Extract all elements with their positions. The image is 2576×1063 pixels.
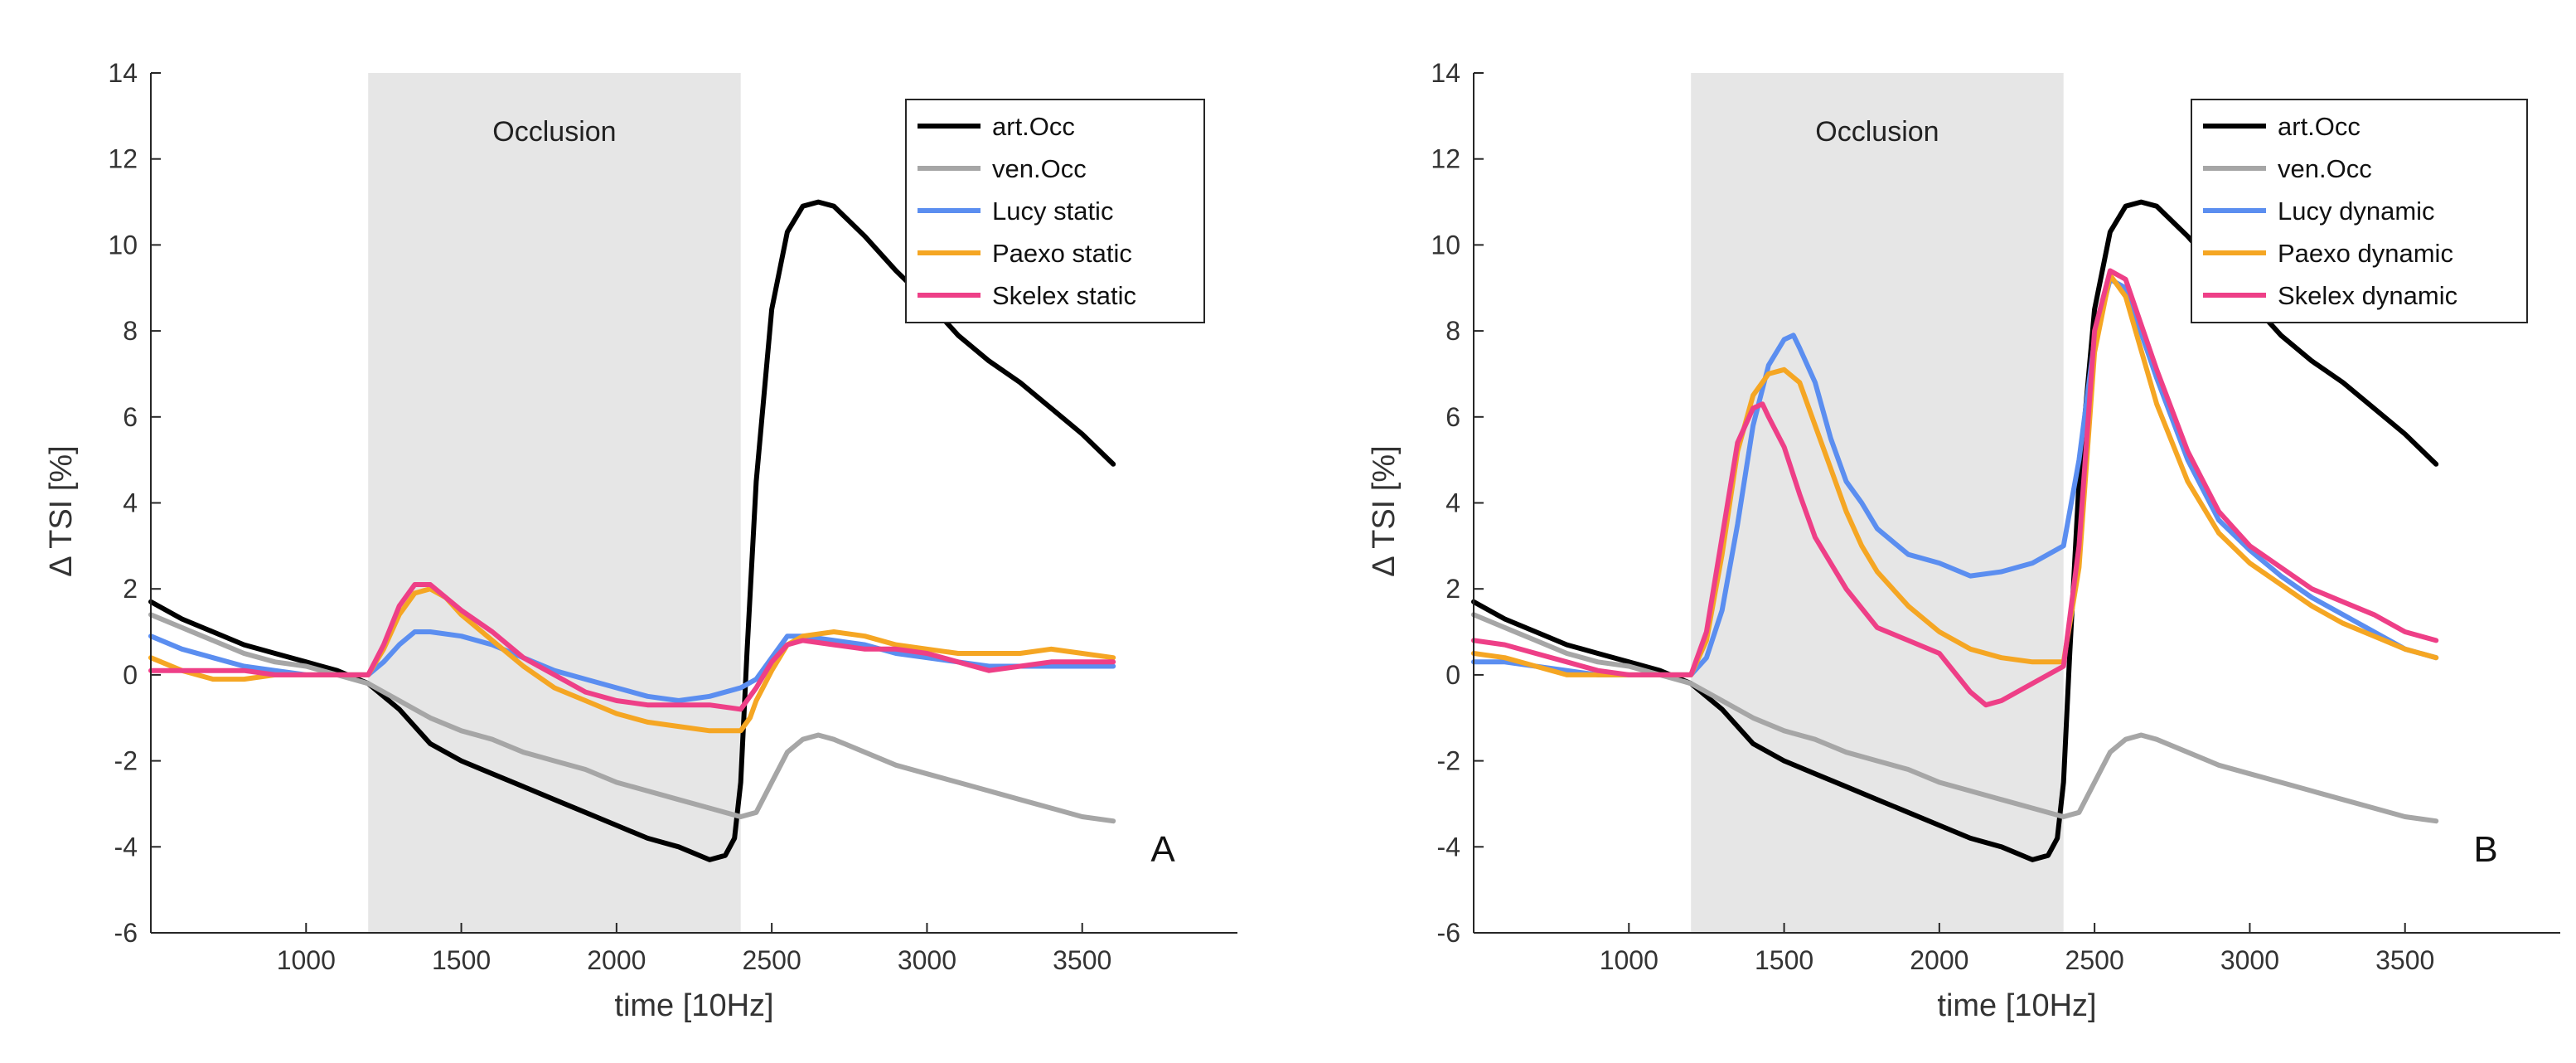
legend-entry: Paexo static — [992, 239, 1132, 268]
y-tick-label: 12 — [1431, 144, 1460, 174]
y-tick-label: -2 — [114, 746, 138, 776]
legend-entry: Skelex static — [992, 281, 1136, 310]
y-tick-label: 2 — [123, 574, 138, 604]
y-tick-label: 6 — [1445, 402, 1460, 432]
y-tick-label: 10 — [108, 230, 138, 260]
x-tick-label: 1500 — [432, 945, 491, 975]
y-axis-ticks: -6 -4 -2 0 2 4 6 8 10 12 14 — [108, 58, 161, 948]
series-line-skelex-dynamic — [1471, 268, 2439, 708]
legend-entry: art.Occ — [992, 112, 1075, 141]
y-tick-label: -4 — [1437, 832, 1460, 862]
y-tick-label: 0 — [123, 660, 138, 690]
y-tick-label: 8 — [123, 316, 138, 346]
y-tick-label: 4 — [123, 488, 138, 518]
occlusion-region — [368, 73, 741, 933]
series-line-skelex-static — [148, 582, 1116, 712]
legend: art.Occ ven.Occ Lucy dynamic Paexo dynamic S… — [2191, 99, 2528, 323]
y-axis-ticks: -6 -4 -2 0 2 4 6 8 10 12 14 — [1431, 58, 1484, 948]
x-axis-label: time [10Hz] — [1937, 988, 2096, 1023]
x-tick-label: 3500 — [1053, 945, 1111, 975]
x-axis-ticks: 1000 1500 2000 2500 3000 3500 — [277, 923, 1111, 975]
panel-letter-b: B — [2473, 829, 2497, 870]
y-tick-label: -2 — [1437, 746, 1460, 776]
x-axis-label: time [10Hz] — [614, 988, 773, 1023]
x-tick-label: 1500 — [1755, 945, 1813, 975]
y-tick-label: 8 — [1445, 316, 1460, 346]
chart-panel-b: Occlusion -6 -4 -2 0 2 4 6 8 10 12 14 1000 1500 2000… — [1367, 58, 2560, 1023]
legend-entry: ven.Occ — [2278, 154, 2372, 183]
y-tick-label: 2 — [1445, 574, 1460, 604]
y-tick-label: -4 — [114, 832, 138, 862]
series-line-ven-occ — [148, 612, 1116, 824]
legend-entry: Paexo dynamic — [2278, 239, 2453, 268]
legend-entry: ven.Occ — [992, 154, 1087, 183]
x-tick-label: 3000 — [898, 945, 956, 975]
x-tick-label: 2000 — [1910, 945, 1968, 975]
y-tick-label: 14 — [108, 58, 138, 88]
y-tick-label: 14 — [1431, 58, 1460, 88]
x-axis-ticks: 1000 1500 2000 2500 3000 3500 — [1600, 923, 2434, 975]
occlusion-region — [1691, 73, 2064, 933]
y-tick-label: 6 — [123, 402, 138, 432]
y-tick-label: -6 — [1437, 918, 1460, 948]
y-tick-label: 12 — [108, 144, 138, 174]
panel-letter-a: A — [1150, 829, 1175, 870]
x-tick-label: 2500 — [743, 945, 801, 975]
series-line-ven-occ — [1471, 612, 2439, 824]
legend-entry: Lucy static — [992, 197, 1113, 226]
legend-entry: art.Occ — [2278, 112, 2361, 141]
x-tick-label: 2500 — [2065, 945, 2124, 975]
chart-panel-a: Occlusion -6 -4 -2 0 2 4 6 8 10 12 14 1000 1500 2000… — [44, 58, 1237, 1023]
x-tick-label: 3500 — [2375, 945, 2434, 975]
x-tick-label: 1000 — [277, 945, 336, 975]
occlusion-label: Occlusion — [1815, 116, 1939, 148]
y-tick-label: 4 — [1445, 488, 1460, 518]
x-tick-label: 2000 — [587, 945, 646, 975]
y-tick-label: 0 — [1445, 660, 1460, 690]
y-axis-label: Δ TSI [%] — [44, 445, 79, 576]
legend-entry: Skelex dynamic — [2278, 281, 2457, 310]
y-axis-label: Δ TSI [%] — [1367, 445, 1402, 576]
y-tick-label: 10 — [1431, 230, 1460, 260]
x-tick-label: 1000 — [1600, 945, 1658, 975]
y-tick-label: -6 — [114, 918, 138, 948]
legend: art.Occ ven.Occ Lucy static Paexo static Ske… — [905, 99, 1205, 323]
legend-entry: Lucy dynamic — [2278, 197, 2435, 226]
occlusion-label: Occlusion — [492, 116, 616, 148]
x-tick-label: 3000 — [2220, 945, 2279, 975]
